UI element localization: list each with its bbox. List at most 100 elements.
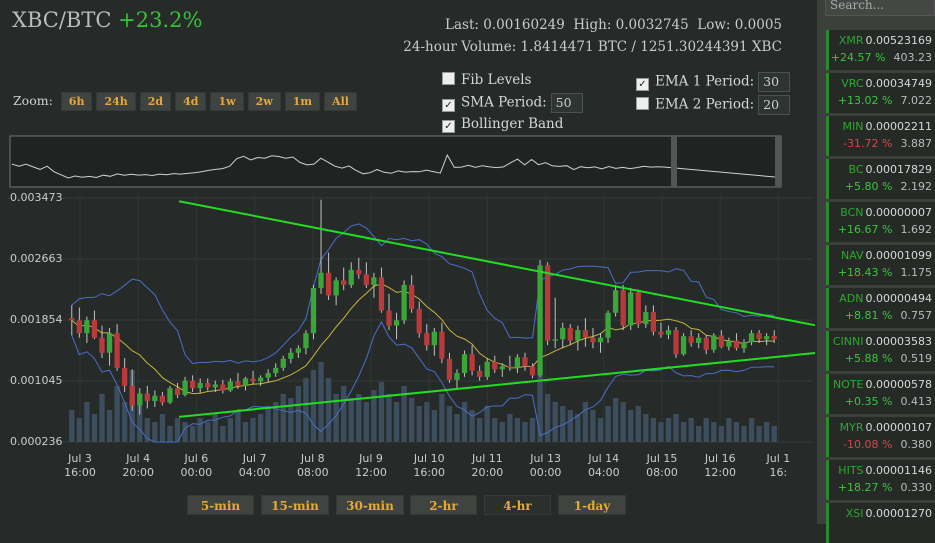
x-tick-time: 04:00 [588, 466, 620, 479]
navigator[interactable] [9, 135, 782, 188]
navigator-handle-right[interactable] [775, 136, 781, 187]
ema1-checkbox[interactable]: ✓ [636, 77, 649, 91]
y-tick-label: 0.002663 [10, 252, 63, 265]
volume-bar [711, 422, 717, 442]
market-item-bc[interactable]: BC 0.00017829 +5.80 % 2.192 [826, 159, 935, 199]
candle [242, 376, 249, 391]
x-tick-date: Jul 7 [242, 452, 267, 465]
x-tick-date: Jul 9 [358, 452, 383, 465]
candle [665, 325, 672, 340]
zoom-button-6h[interactable]: 6h [60, 92, 93, 111]
volume-bar [628, 410, 634, 442]
ema2-period-input[interactable]: 20 [758, 95, 791, 115]
candle [318, 199, 324, 294]
x-tick-time: 16:00 [64, 466, 96, 479]
market-item-hits[interactable]: HITS 0.00001146 +18.27 % 0.330 [826, 460, 935, 500]
bollinger-checkbox[interactable]: ✓ [442, 120, 455, 133]
market-item-myr[interactable]: MYR 0.00000107 -10.08 % 0.380 [826, 417, 935, 457]
volume-bar [665, 418, 672, 442]
navigator-handle-left[interactable] [671, 136, 677, 187]
option-ema1[interactable]: ✓ EMA 1 Period: 30 [636, 72, 791, 92]
market-item-xsi[interactable]: XSI 0.00001270 [826, 503, 935, 543]
market-symbol: XSI [845, 507, 864, 520]
candle [484, 358, 490, 380]
market-item-bcn[interactable]: BCN 0.00000007 +16.67 % 1.692 [826, 202, 935, 242]
volume-bar [310, 370, 317, 442]
candle [265, 369, 271, 383]
option-fib[interactable]: Fib Levels [442, 72, 531, 88]
candle [469, 345, 475, 376]
market-item-adn[interactable]: ADN 0.00000494 +8.81 % 0.757 [826, 288, 935, 328]
ema2-checkbox[interactable] [636, 96, 649, 110]
market-item-vrc[interactable]: VRC 0.00034749 +13.02 % 7.022 [826, 73, 935, 113]
market-symbol: NAV [840, 249, 864, 262]
candle [688, 330, 694, 347]
volume-bar [726, 418, 732, 442]
market-symbol: ADN [839, 292, 864, 305]
volume-bar [333, 394, 339, 442]
fib-checkbox[interactable] [442, 72, 455, 85]
zoom-button-2w[interactable]: 2w [247, 92, 281, 111]
candle [174, 382, 181, 398]
volume-bar [529, 418, 536, 442]
candle [250, 370, 256, 385]
market-item-xmr[interactable]: XMR 0.00523169 +24.57 % 403.23 [826, 30, 935, 70]
candle [189, 375, 196, 392]
stats-last-high-low: Last: 0.00160249 High: 0.0032745 Low: 0.… [445, 17, 782, 33]
candle [597, 333, 604, 353]
zoom-button-1w[interactable]: 1w [210, 92, 244, 111]
candle [529, 363, 536, 379]
market-item-nav[interactable]: NAV 0.00001099 +18.43 % 1.175 [826, 245, 935, 285]
market-change: -31.72 % [843, 137, 893, 150]
volume-bar [673, 414, 679, 442]
option-sma[interactable]: ✓ SMA Period: 50 [442, 93, 583, 113]
volume-bar [69, 410, 75, 442]
period-button-2-hr[interactable]: 2-hr [410, 495, 477, 515]
market-volume: 2.192 [900, 180, 933, 193]
market-volume: 0.413 [900, 395, 933, 408]
volume-bar [469, 410, 475, 442]
pair-name: XBC/BTC [12, 8, 112, 32]
market-item-min[interactable]: MIN 0.00002211 -31.72 % 3.887 [826, 116, 935, 156]
sma-period-input[interactable]: 50 [550, 93, 583, 113]
candle [424, 324, 430, 351]
volume-bar [197, 418, 203, 442]
volume-bar [703, 418, 709, 442]
zoom-button-2d[interactable]: 2d [139, 92, 172, 111]
period-button-15-min[interactable]: 15-min [261, 495, 329, 515]
candle [477, 365, 483, 381]
period-button-30-min[interactable]: 30-min [336, 495, 404, 515]
candle [620, 284, 626, 331]
ema1-period-input[interactable]: 30 [758, 72, 791, 92]
market-price: 0.00001099 [865, 249, 932, 262]
candle [325, 252, 332, 300]
volume-bar [303, 378, 309, 442]
candle [122, 358, 128, 392]
search-input[interactable]: Search... [825, 0, 935, 16]
candle [771, 330, 777, 343]
period-button-5-min[interactable]: 5-min [187, 495, 254, 515]
volume-bar [386, 394, 392, 442]
candle [748, 330, 755, 346]
market-price: 0.00017829 [865, 163, 932, 176]
volume-bar [522, 422, 528, 442]
bollinger-label: Bollinger Band [461, 116, 564, 132]
market-volume: 3.887 [900, 137, 933, 150]
stats-volume: 24-hour Volume: 1.8414471 BTC / 1251.302… [403, 39, 782, 55]
option-ema2[interactable]: EMA 2 Period: 20 [636, 95, 791, 115]
market-item-note[interactable]: NOTE 0.00000578 +0.35 % 0.413 [826, 374, 935, 414]
volume-bar [764, 422, 770, 442]
price-chart[interactable]: 0.003473 0.002663 0.001854 0.001045 0.000236… [0, 0, 815, 495]
candle [741, 339, 747, 353]
zoom-button-1m[interactable]: 1m [284, 92, 321, 111]
option-bollinger[interactable]: ✓ Bollinger Band [442, 116, 563, 133]
zoom-button-24h[interactable]: 24h [96, 92, 136, 111]
sma-checkbox[interactable]: ✓ [442, 98, 455, 112]
market-symbol: HITS [838, 464, 864, 477]
period-button-4-hr[interactable]: 4-hr [484, 495, 551, 515]
zoom-button-all[interactable]: All [324, 92, 357, 111]
zoom-button-4d[interactable]: 4d [175, 92, 207, 111]
candle [401, 280, 407, 325]
period-button-1-day[interactable]: 1-day [558, 495, 626, 515]
market-item-cinni[interactable]: CINNI 0.00003583 +5.88 % 0.519 [826, 331, 935, 371]
